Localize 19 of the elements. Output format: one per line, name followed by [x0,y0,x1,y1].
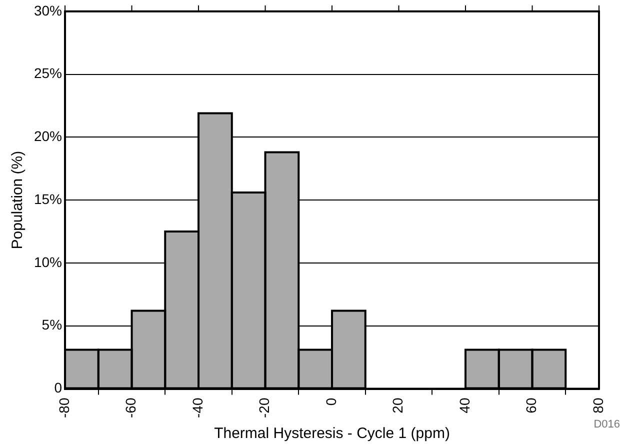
y-tick-label: 15% [34,190,62,207]
y-tick-label: 10% [34,254,62,270]
x-tick-label: 0 [322,398,339,406]
text: D016 [594,418,620,431]
y-tick-label: 25% [34,65,62,82]
x-axis-title: Thermal Hysteresis - Cycle 1 (ppm) [214,425,450,442]
x-tick-label: 60 [523,398,540,414]
y-axis-title: Population (%) [9,150,26,250]
y-tick-label: 20% [34,128,62,144]
x-tick-label: -80 [56,398,72,418]
x-tick-label: -20 [256,398,272,418]
x-tick-label: -40 [189,398,206,418]
y-tick-label: 0 [54,380,62,396]
x-tick-label: 20 [390,398,406,414]
x-tick-label: -60 [122,398,139,418]
y-tick-label: 30% [34,2,62,18]
x-tick-label: 40 [456,398,472,414]
x-tick-label: 80 [590,398,606,414]
y-tick-label: 5% [42,316,62,333]
